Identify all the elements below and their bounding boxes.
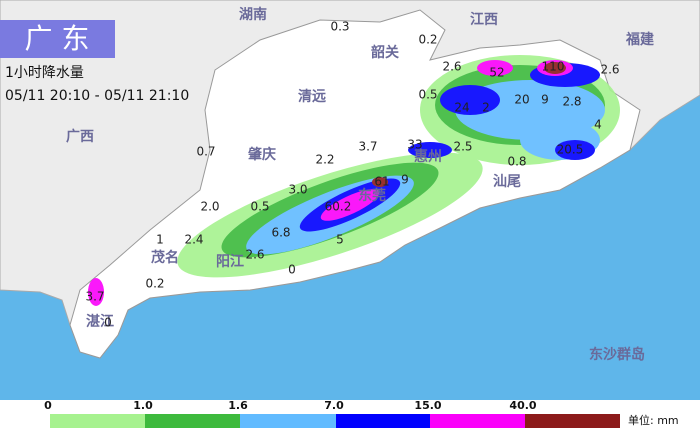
- station-value: 2.6: [442, 60, 461, 74]
- station-value: 2.6: [245, 248, 264, 262]
- rain-area: [555, 140, 595, 160]
- place-label: 清远: [298, 88, 326, 105]
- legend-label: 1.0: [133, 399, 153, 412]
- station-value: 4: [594, 118, 602, 132]
- station-value: 24: [454, 101, 469, 115]
- place-label: 汕尾: [493, 173, 521, 190]
- station-value: 2.5: [453, 140, 472, 154]
- station-value: 3.0: [288, 183, 307, 197]
- place-label: 湛江: [86, 313, 114, 330]
- station-value: 0.5: [250, 200, 269, 214]
- title-box: [0, 20, 115, 58]
- place-label: 茂名: [151, 249, 179, 266]
- station-value: 3.7: [358, 140, 377, 154]
- station-value: 0.5: [418, 88, 437, 102]
- legend-swatch: [240, 414, 336, 428]
- station-value: 110: [542, 60, 565, 74]
- place-label: 东沙群岛: [589, 346, 645, 363]
- legend: 0 1.0 1.6 7.0 15.0 40.0 单位: mm: [44, 399, 679, 428]
- station-value: 3.7: [85, 290, 104, 304]
- rain-area: [477, 60, 513, 76]
- station-value: 2.4: [184, 233, 203, 247]
- station-value: 2.0: [200, 200, 219, 214]
- station-value: 60.2: [325, 200, 352, 214]
- station-value: 0.2: [145, 277, 164, 291]
- place-label: 东莞: [358, 187, 386, 204]
- station-value: 9: [401, 173, 409, 187]
- place-label: 江西: [470, 11, 498, 28]
- legend-label: 15.0: [414, 399, 441, 412]
- station-value: 5: [336, 233, 344, 247]
- station-value: 61: [374, 175, 389, 189]
- station-value: 2.6: [600, 63, 619, 77]
- station-value: 2: [482, 101, 490, 115]
- time-range: 05/11 20:10 - 05/11 21:10: [5, 88, 189, 104]
- station-value: 2.2: [315, 153, 334, 167]
- title: 广 东: [25, 22, 90, 55]
- legend-swatch: [525, 414, 620, 428]
- rain-area: [408, 142, 452, 158]
- station-value: 6.8: [271, 226, 290, 240]
- station-value: 33: [407, 138, 422, 152]
- legend-label: 0: [44, 399, 52, 412]
- place-label: 韶关: [371, 44, 399, 61]
- place-label: 福建: [625, 31, 654, 48]
- subtitle: 1小时降水量: [5, 65, 84, 81]
- rain-area: [372, 177, 388, 187]
- station-value: 1: [156, 233, 164, 247]
- rain-area: [88, 278, 104, 306]
- legend-swatch: [145, 414, 240, 428]
- place-label: 广西: [66, 128, 94, 145]
- legend-label: 40.0: [509, 399, 536, 412]
- legend-unit: 单位: mm: [628, 413, 679, 427]
- station-value: 2.8: [562, 95, 581, 109]
- place-label: 惠州: [414, 148, 442, 165]
- legend-label: 1.6: [228, 399, 248, 412]
- legend-label: 7.0: [324, 399, 344, 412]
- station-value: 0.3: [330, 20, 349, 34]
- place-label: 湖南: [239, 6, 267, 23]
- legend-swatch: [336, 414, 430, 428]
- rain-area: [544, 62, 566, 74]
- place-label: 肇庆: [248, 146, 276, 163]
- stations: 0.3 0.2 2.6 52 110 2.6 0.5 24 2 20 9 2.8 4 20.5 0.7 3.7…: [85, 20, 619, 330]
- station-value: 20: [514, 93, 529, 107]
- station-value: 0.2: [418, 33, 437, 47]
- station-value: 0: [104, 316, 112, 330]
- station-value: 20.5: [557, 143, 584, 157]
- legend-swatch: [50, 414, 145, 428]
- station-value: 0: [288, 263, 296, 277]
- station-value: 0.7: [196, 145, 215, 159]
- legend-swatch: [430, 414, 525, 428]
- station-value: 9: [541, 93, 549, 107]
- station-value: 0.8: [507, 155, 526, 169]
- rain-area: [440, 85, 500, 115]
- rain: [88, 55, 620, 306]
- station-value: 52: [489, 66, 504, 80]
- rain-area: [320, 189, 380, 221]
- place-label: 阳江: [216, 253, 244, 270]
